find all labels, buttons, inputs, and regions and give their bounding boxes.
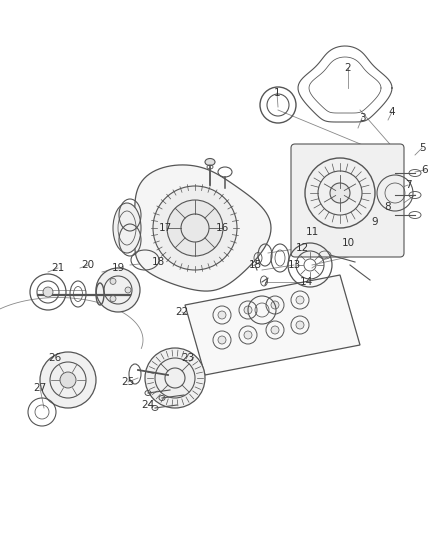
FancyBboxPatch shape xyxy=(291,144,404,257)
Circle shape xyxy=(296,321,304,329)
Text: 6: 6 xyxy=(422,165,428,175)
Text: 7: 7 xyxy=(405,180,411,190)
Circle shape xyxy=(218,336,226,344)
Ellipse shape xyxy=(125,287,131,293)
Text: 9: 9 xyxy=(372,217,378,227)
Circle shape xyxy=(271,301,279,309)
Circle shape xyxy=(244,306,252,314)
Polygon shape xyxy=(185,275,360,375)
Circle shape xyxy=(296,296,304,304)
Text: 17: 17 xyxy=(159,223,172,233)
Text: 27: 27 xyxy=(33,383,46,393)
Circle shape xyxy=(60,372,76,388)
Text: 2: 2 xyxy=(345,63,351,73)
Text: 11: 11 xyxy=(305,227,318,237)
Text: 8: 8 xyxy=(385,202,391,212)
Circle shape xyxy=(244,331,252,339)
Text: 16: 16 xyxy=(215,223,229,233)
Circle shape xyxy=(153,186,237,270)
Ellipse shape xyxy=(110,278,116,284)
Circle shape xyxy=(43,287,53,297)
Text: 21: 21 xyxy=(51,263,65,273)
Circle shape xyxy=(145,348,205,408)
Circle shape xyxy=(167,200,223,256)
Text: 24: 24 xyxy=(141,400,155,410)
Circle shape xyxy=(271,326,279,334)
Ellipse shape xyxy=(110,296,116,302)
Text: 26: 26 xyxy=(48,353,62,363)
Text: 25: 25 xyxy=(121,377,134,387)
Text: 12: 12 xyxy=(295,243,309,253)
Circle shape xyxy=(96,268,140,312)
Text: 18: 18 xyxy=(152,257,165,267)
Text: 19: 19 xyxy=(111,263,125,273)
Circle shape xyxy=(40,352,96,408)
Text: 5: 5 xyxy=(419,143,425,153)
Text: 15: 15 xyxy=(248,260,261,270)
Circle shape xyxy=(218,311,226,319)
Text: 10: 10 xyxy=(342,238,355,248)
Text: 3: 3 xyxy=(359,113,365,123)
Ellipse shape xyxy=(113,203,141,253)
Text: 22: 22 xyxy=(175,307,189,317)
Text: 14: 14 xyxy=(300,277,313,287)
Polygon shape xyxy=(135,165,271,291)
Text: 20: 20 xyxy=(81,260,95,270)
Text: 23: 23 xyxy=(181,353,194,363)
Text: 13: 13 xyxy=(287,260,300,270)
Circle shape xyxy=(330,183,350,203)
Text: 1: 1 xyxy=(274,88,280,98)
Text: 4: 4 xyxy=(389,107,396,117)
Ellipse shape xyxy=(205,158,215,166)
